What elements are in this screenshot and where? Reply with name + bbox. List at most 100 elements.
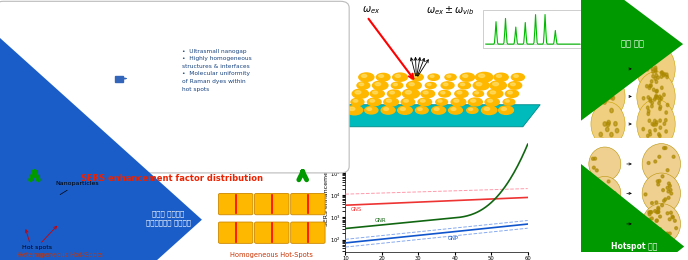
Circle shape [654, 128, 656, 132]
Circle shape [604, 215, 607, 218]
Circle shape [384, 98, 398, 106]
Circle shape [649, 50, 652, 53]
Circle shape [666, 169, 669, 172]
Circle shape [611, 96, 614, 100]
Circle shape [645, 84, 648, 88]
Bar [34, 26, 39, 130]
Circle shape [666, 186, 669, 189]
Circle shape [466, 107, 478, 113]
Circle shape [425, 82, 436, 88]
Circle shape [469, 108, 473, 110]
Circle shape [661, 50, 664, 53]
Circle shape [667, 103, 669, 107]
Circle shape [652, 88, 655, 92]
Y-axis label: Number of Structures: Number of Structures [245, 49, 250, 102]
Circle shape [642, 144, 680, 184]
FancyBboxPatch shape [255, 193, 289, 215]
Circle shape [660, 204, 663, 207]
Circle shape [359, 83, 364, 86]
Circle shape [658, 155, 660, 158]
Circle shape [612, 214, 615, 217]
Circle shape [358, 73, 374, 81]
Circle shape [370, 90, 385, 98]
Circle shape [445, 74, 456, 80]
Circle shape [351, 98, 364, 106]
Circle shape [664, 198, 667, 201]
Circle shape [469, 98, 482, 106]
Circle shape [657, 208, 660, 211]
Circle shape [667, 190, 670, 193]
Circle shape [423, 91, 428, 94]
Circle shape [453, 99, 459, 102]
Circle shape [610, 132, 613, 137]
Circle shape [457, 91, 462, 94]
Circle shape [663, 147, 665, 150]
Circle shape [613, 72, 616, 77]
Circle shape [651, 226, 654, 229]
Circle shape [367, 98, 381, 106]
Circle shape [654, 70, 657, 73]
Circle shape [430, 75, 434, 77]
Circle shape [451, 108, 456, 110]
Circle shape [669, 184, 671, 187]
Circle shape [482, 106, 497, 114]
Circle shape [610, 108, 613, 113]
Bar [116, 76, 123, 82]
Circle shape [421, 90, 435, 98]
Text: •  Ultrasmall nanogap
•  Highly homogeneous
structures & interfaces
•  Molecular: • Ultrasmall nanogap • Highly homogeneou… [182, 49, 252, 92]
Circle shape [594, 157, 596, 160]
Circle shape [615, 52, 619, 57]
Circle shape [647, 106, 649, 109]
Circle shape [603, 100, 606, 104]
Circle shape [659, 228, 662, 231]
Text: GNS: GNS [351, 207, 362, 212]
Circle shape [400, 108, 405, 110]
FancyBboxPatch shape [4, 203, 41, 226]
Circle shape [398, 106, 412, 114]
FancyBboxPatch shape [219, 222, 253, 243]
Text: SERS enhancement factor distribution: SERS enhancement factor distribution [81, 174, 263, 183]
Circle shape [475, 72, 493, 82]
Circle shape [655, 201, 658, 204]
Circle shape [658, 101, 660, 105]
Circle shape [420, 100, 425, 102]
Circle shape [596, 201, 599, 204]
Circle shape [654, 98, 656, 101]
Circle shape [666, 232, 669, 235]
Text: GNR: GNR [374, 218, 386, 223]
Circle shape [642, 173, 680, 214]
Circle shape [614, 122, 617, 126]
Text: $\omega_{ex}$: $\omega_{ex}$ [362, 4, 380, 16]
Text: Heterogeneous Hot-Spots: Heterogeneous Hot-Spots [17, 252, 103, 258]
Circle shape [646, 68, 649, 71]
Circle shape [449, 106, 462, 114]
Circle shape [346, 106, 363, 115]
Circle shape [592, 166, 595, 169]
Circle shape [659, 126, 662, 129]
Circle shape [475, 92, 479, 94]
Circle shape [669, 211, 672, 214]
Circle shape [411, 74, 423, 81]
Circle shape [499, 106, 513, 114]
Circle shape [660, 71, 663, 75]
Circle shape [595, 96, 599, 100]
Circle shape [355, 91, 361, 94]
Bar [27, 57, 32, 130]
Circle shape [428, 74, 440, 80]
Circle shape [658, 179, 661, 183]
FancyBboxPatch shape [6, 225, 41, 248]
Circle shape [599, 233, 601, 236]
Circle shape [605, 232, 608, 236]
Circle shape [427, 83, 431, 86]
Bar [19, 78, 25, 130]
Circle shape [660, 86, 663, 89]
Circle shape [649, 84, 652, 87]
Circle shape [443, 83, 448, 86]
Circle shape [648, 119, 651, 122]
Circle shape [376, 73, 390, 81]
Circle shape [663, 73, 666, 76]
Circle shape [647, 110, 650, 113]
Circle shape [487, 89, 503, 98]
Circle shape [407, 81, 421, 89]
Circle shape [503, 99, 515, 105]
